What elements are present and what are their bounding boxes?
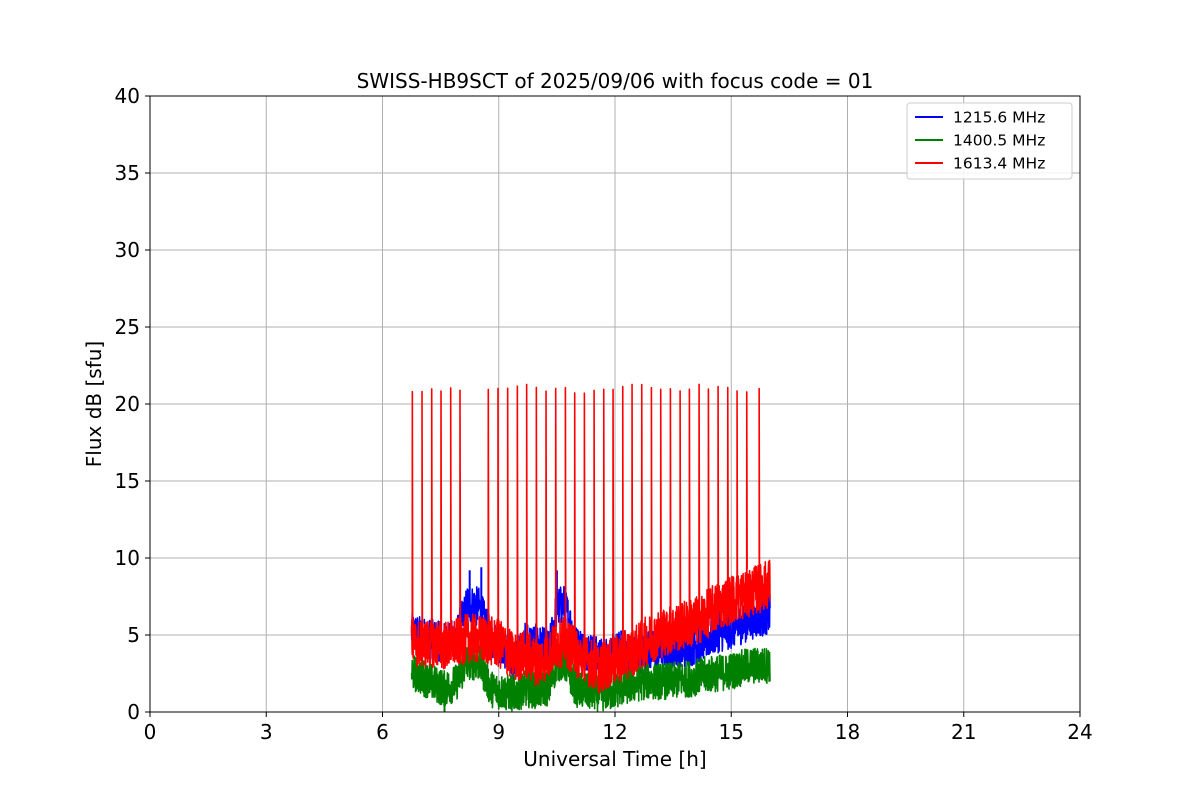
x-tick-label: 15 (719, 720, 744, 744)
legend-label: 1400.5 MHz (953, 132, 1045, 150)
y-axis-label: Flux dB [sfu] (82, 341, 106, 467)
legend: 1215.6 MHz 1400.5 MHz 1613.4 MHz (906, 102, 1073, 180)
chart-title: SWISS-HB9SCT of 2025/09/06 with focus co… (357, 69, 874, 93)
series-layer (410, 383, 771, 712)
legend-label: 1613.4 MHz (953, 155, 1045, 173)
legend-label: 1215.6 MHz (953, 109, 1045, 127)
y-tick-label: 0 (127, 700, 140, 724)
y-tick-label: 10 (115, 546, 140, 570)
x-tick-label: 12 (602, 720, 627, 744)
series-line-0 (410, 585, 771, 682)
legend-box (906, 102, 1073, 180)
axis-ticks: 0 3 6 9 12 15 18 21 24 0 5 10 15 20 25 30 35 40 (115, 84, 1093, 744)
y-tick-label: 15 (115, 469, 140, 493)
x-tick-label: 0 (144, 720, 157, 744)
y-tick-label: 25 (115, 315, 140, 339)
x-tick-label: 6 (376, 720, 389, 744)
x-tick-label: 3 (260, 720, 273, 744)
y-tick-label: 5 (127, 623, 140, 647)
y-tick-label: 35 (115, 161, 140, 185)
x-tick-label: 24 (1067, 720, 1092, 744)
x-tick-label: 21 (951, 720, 976, 744)
y-tick-label: 30 (115, 238, 140, 262)
series-2 (410, 383, 771, 694)
y-tick-label: 40 (115, 84, 140, 108)
y-tick-label: 20 (115, 392, 140, 416)
x-tick-label: 18 (835, 720, 860, 744)
x-tick-label: 9 (492, 720, 505, 744)
series-line-2 (410, 383, 771, 694)
series-0 (410, 567, 771, 682)
x-axis-label: Universal Time [h] (523, 747, 706, 771)
